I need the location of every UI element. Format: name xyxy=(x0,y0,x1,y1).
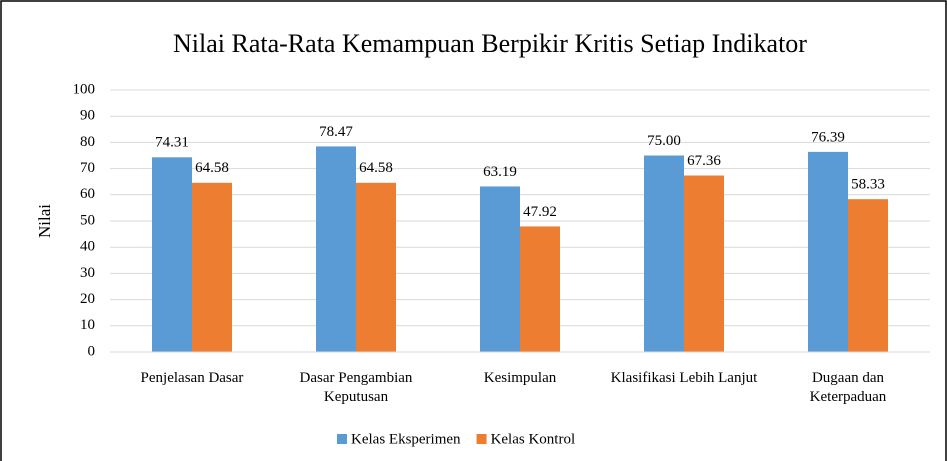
x-tick-label: Dasar Pengambian Keputusan xyxy=(299,370,413,405)
x-tick-label: Dugaan dan Keterpaduan xyxy=(809,370,887,405)
x-tick-label: Klasifikasi Lebih Lanjut xyxy=(610,370,758,386)
bar xyxy=(520,226,560,352)
data-label: 74.31 xyxy=(155,135,189,151)
y-tick-label: 30 xyxy=(80,265,95,281)
y-tick-label: 80 xyxy=(80,134,95,150)
bar xyxy=(480,186,520,352)
y-tick-label: 0 xyxy=(88,343,96,359)
bar xyxy=(644,155,684,352)
y-tick-label: 10 xyxy=(80,317,95,333)
data-label: 63.19 xyxy=(483,164,517,180)
x-tick-label: Kesimpulan xyxy=(483,370,557,386)
bar xyxy=(356,182,396,352)
data-label: 75.00 xyxy=(647,133,681,149)
x-tick-label: Penjelasan Dasar xyxy=(140,370,244,386)
bar xyxy=(848,199,888,352)
data-label: 76.39 xyxy=(811,129,845,145)
data-label: 47.92 xyxy=(523,204,557,220)
y-tick-label: 70 xyxy=(80,160,95,176)
bar xyxy=(316,146,356,352)
y-axis-label: Nilai xyxy=(35,204,54,238)
y-tick-label: 90 xyxy=(80,108,95,124)
y-tick-label: 50 xyxy=(80,212,95,228)
data-label: 78.47 xyxy=(319,124,353,140)
chart-title: Nilai Rata-Rata Kemampuan Berpikir Kriti… xyxy=(173,29,807,58)
bar xyxy=(192,182,232,352)
data-label: 64.58 xyxy=(195,160,229,176)
legend-label: Kelas Eksperimen xyxy=(351,431,461,447)
y-tick-label: 60 xyxy=(80,186,95,202)
bar xyxy=(808,151,848,352)
legend-swatch xyxy=(337,434,347,444)
y-tick-label: 20 xyxy=(80,291,95,307)
y-tick-label: 40 xyxy=(80,239,95,255)
data-label: 67.36 xyxy=(687,153,721,169)
legend-swatch xyxy=(476,434,487,444)
data-label: 64.58 xyxy=(359,160,393,176)
data-label: 58.33 xyxy=(851,177,885,193)
bar xyxy=(684,175,724,352)
legend-label: Kelas Kontrol xyxy=(491,431,576,447)
y-tick-label: 100 xyxy=(73,81,96,97)
bar xyxy=(152,157,192,352)
